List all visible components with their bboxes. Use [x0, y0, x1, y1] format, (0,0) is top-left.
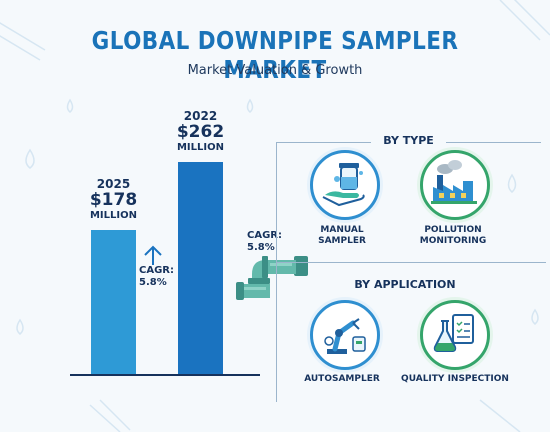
- category-label: 2025: [96, 177, 131, 191]
- bar-label-2022: 2022 $262 MILLION: [166, 109, 236, 153]
- bar-2022: [178, 162, 223, 374]
- section-heading-by-application: BY APPLICATION: [354, 278, 456, 291]
- hand-sampler-icon: [322, 163, 365, 207]
- water-drop-icon: [25, 148, 35, 169]
- bar-label-2025: 2025 $178 MILLION: [79, 177, 149, 221]
- autosampler-badge: [310, 300, 380, 370]
- bar-cagr: CAGR: 5.8%: [139, 265, 174, 288]
- page-subtitle: Market Valuation & Growth: [187, 63, 363, 78]
- water-drop-icon: [507, 173, 517, 193]
- label-manual-sampler: MANUAL SAMPLER: [318, 225, 366, 247]
- water-drop-icon: [246, 98, 254, 113]
- water-drop-icon: [531, 308, 539, 325]
- quality-inspection-badge: [420, 300, 490, 370]
- factory-icon: [431, 160, 477, 204]
- divider: [276, 142, 371, 143]
- bar-2025: [91, 230, 136, 374]
- pollution-monitoring-badge: [420, 150, 490, 220]
- manual-sampler-badge: [310, 150, 380, 220]
- category-label: 2022: [183, 109, 218, 123]
- label-quality-inspection: QUALITY INSPECTION: [401, 374, 509, 384]
- water-drop-icon: [16, 318, 24, 335]
- pipe-cagr: CAGR: 5.8%: [247, 230, 282, 253]
- unit-label: MILLION: [89, 209, 137, 221]
- divider: [276, 142, 277, 402]
- label-autosampler: AUTOSAMPLER: [304, 374, 380, 384]
- chart-baseline: [70, 374, 260, 376]
- robot-arm-icon: [324, 318, 366, 354]
- arrow-up-icon: [144, 245, 162, 265]
- divider: [446, 142, 541, 143]
- water-drop-icon: [66, 98, 74, 113]
- page-title: GLOBAL DOWNPIPE SAMPLER MARKET: [91, 26, 459, 84]
- unit-label: MILLION: [176, 141, 224, 153]
- downpipe-icon: [236, 256, 308, 300]
- label-pollution-monitoring: POLLUTION MONITORING: [419, 225, 487, 247]
- value-label: $178: [89, 190, 138, 211]
- value-label: $262: [176, 122, 225, 143]
- divider: [276, 262, 546, 263]
- section-heading-by-type: BY TYPE: [383, 134, 434, 147]
- flask-checklist-icon: [433, 314, 474, 352]
